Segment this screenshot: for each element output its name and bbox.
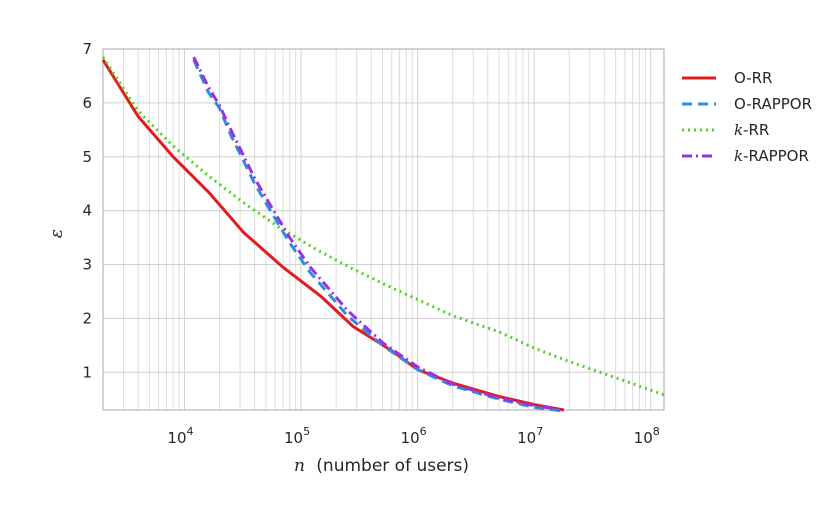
y-tick-label: 2	[82, 309, 92, 327]
series-line-o-rr	[101, 58, 565, 412]
legend-item: O-RR	[682, 69, 772, 87]
y-tick-label: 4	[82, 202, 92, 220]
x-tick-label: 105	[284, 425, 310, 447]
legend-label: k-RAPPOR	[734, 147, 809, 165]
y-tick-labels: 1 2 3 4 5 6 7	[82, 40, 92, 381]
series-line-o-rappor	[192, 59, 565, 413]
grid-lines	[103, 48, 664, 410]
legend-item: O-RAPPOR	[682, 95, 812, 113]
x-axis-variable: n	[294, 456, 305, 476]
y-tick-label: 5	[82, 148, 92, 166]
legend-label: O-RR	[734, 69, 772, 87]
legend-label: O-RAPPOR	[734, 95, 812, 113]
x-tick-label: 107	[517, 425, 543, 447]
x-tick-labels: 104 105 106 107 108	[167, 425, 659, 447]
x-axis-label: n (number of users)	[294, 456, 469, 476]
series-layer	[101, 56, 665, 413]
y-tick-label: 1	[82, 363, 92, 381]
legend-item: k-RR	[682, 121, 769, 139]
legend-label: k-RR	[734, 121, 769, 139]
series-line-k-rappor	[192, 56, 565, 412]
x-tick-label: 108	[634, 425, 660, 447]
x-tick-label: 104	[167, 425, 193, 447]
y-tick-label: 7	[82, 40, 92, 58]
y-tick-label: 3	[82, 256, 92, 274]
plot-frame	[102, 48, 665, 411]
legend-item: k-RAPPOR	[682, 147, 809, 165]
y-axis-label: ε	[47, 229, 67, 238]
x-axis-text: (number of users)	[316, 456, 469, 476]
y-tick-label: 6	[82, 94, 92, 112]
x-tick-label: 106	[401, 425, 427, 447]
legend: O-RR O-RAPPOR k-RR k-RAPPOR	[682, 69, 812, 165]
